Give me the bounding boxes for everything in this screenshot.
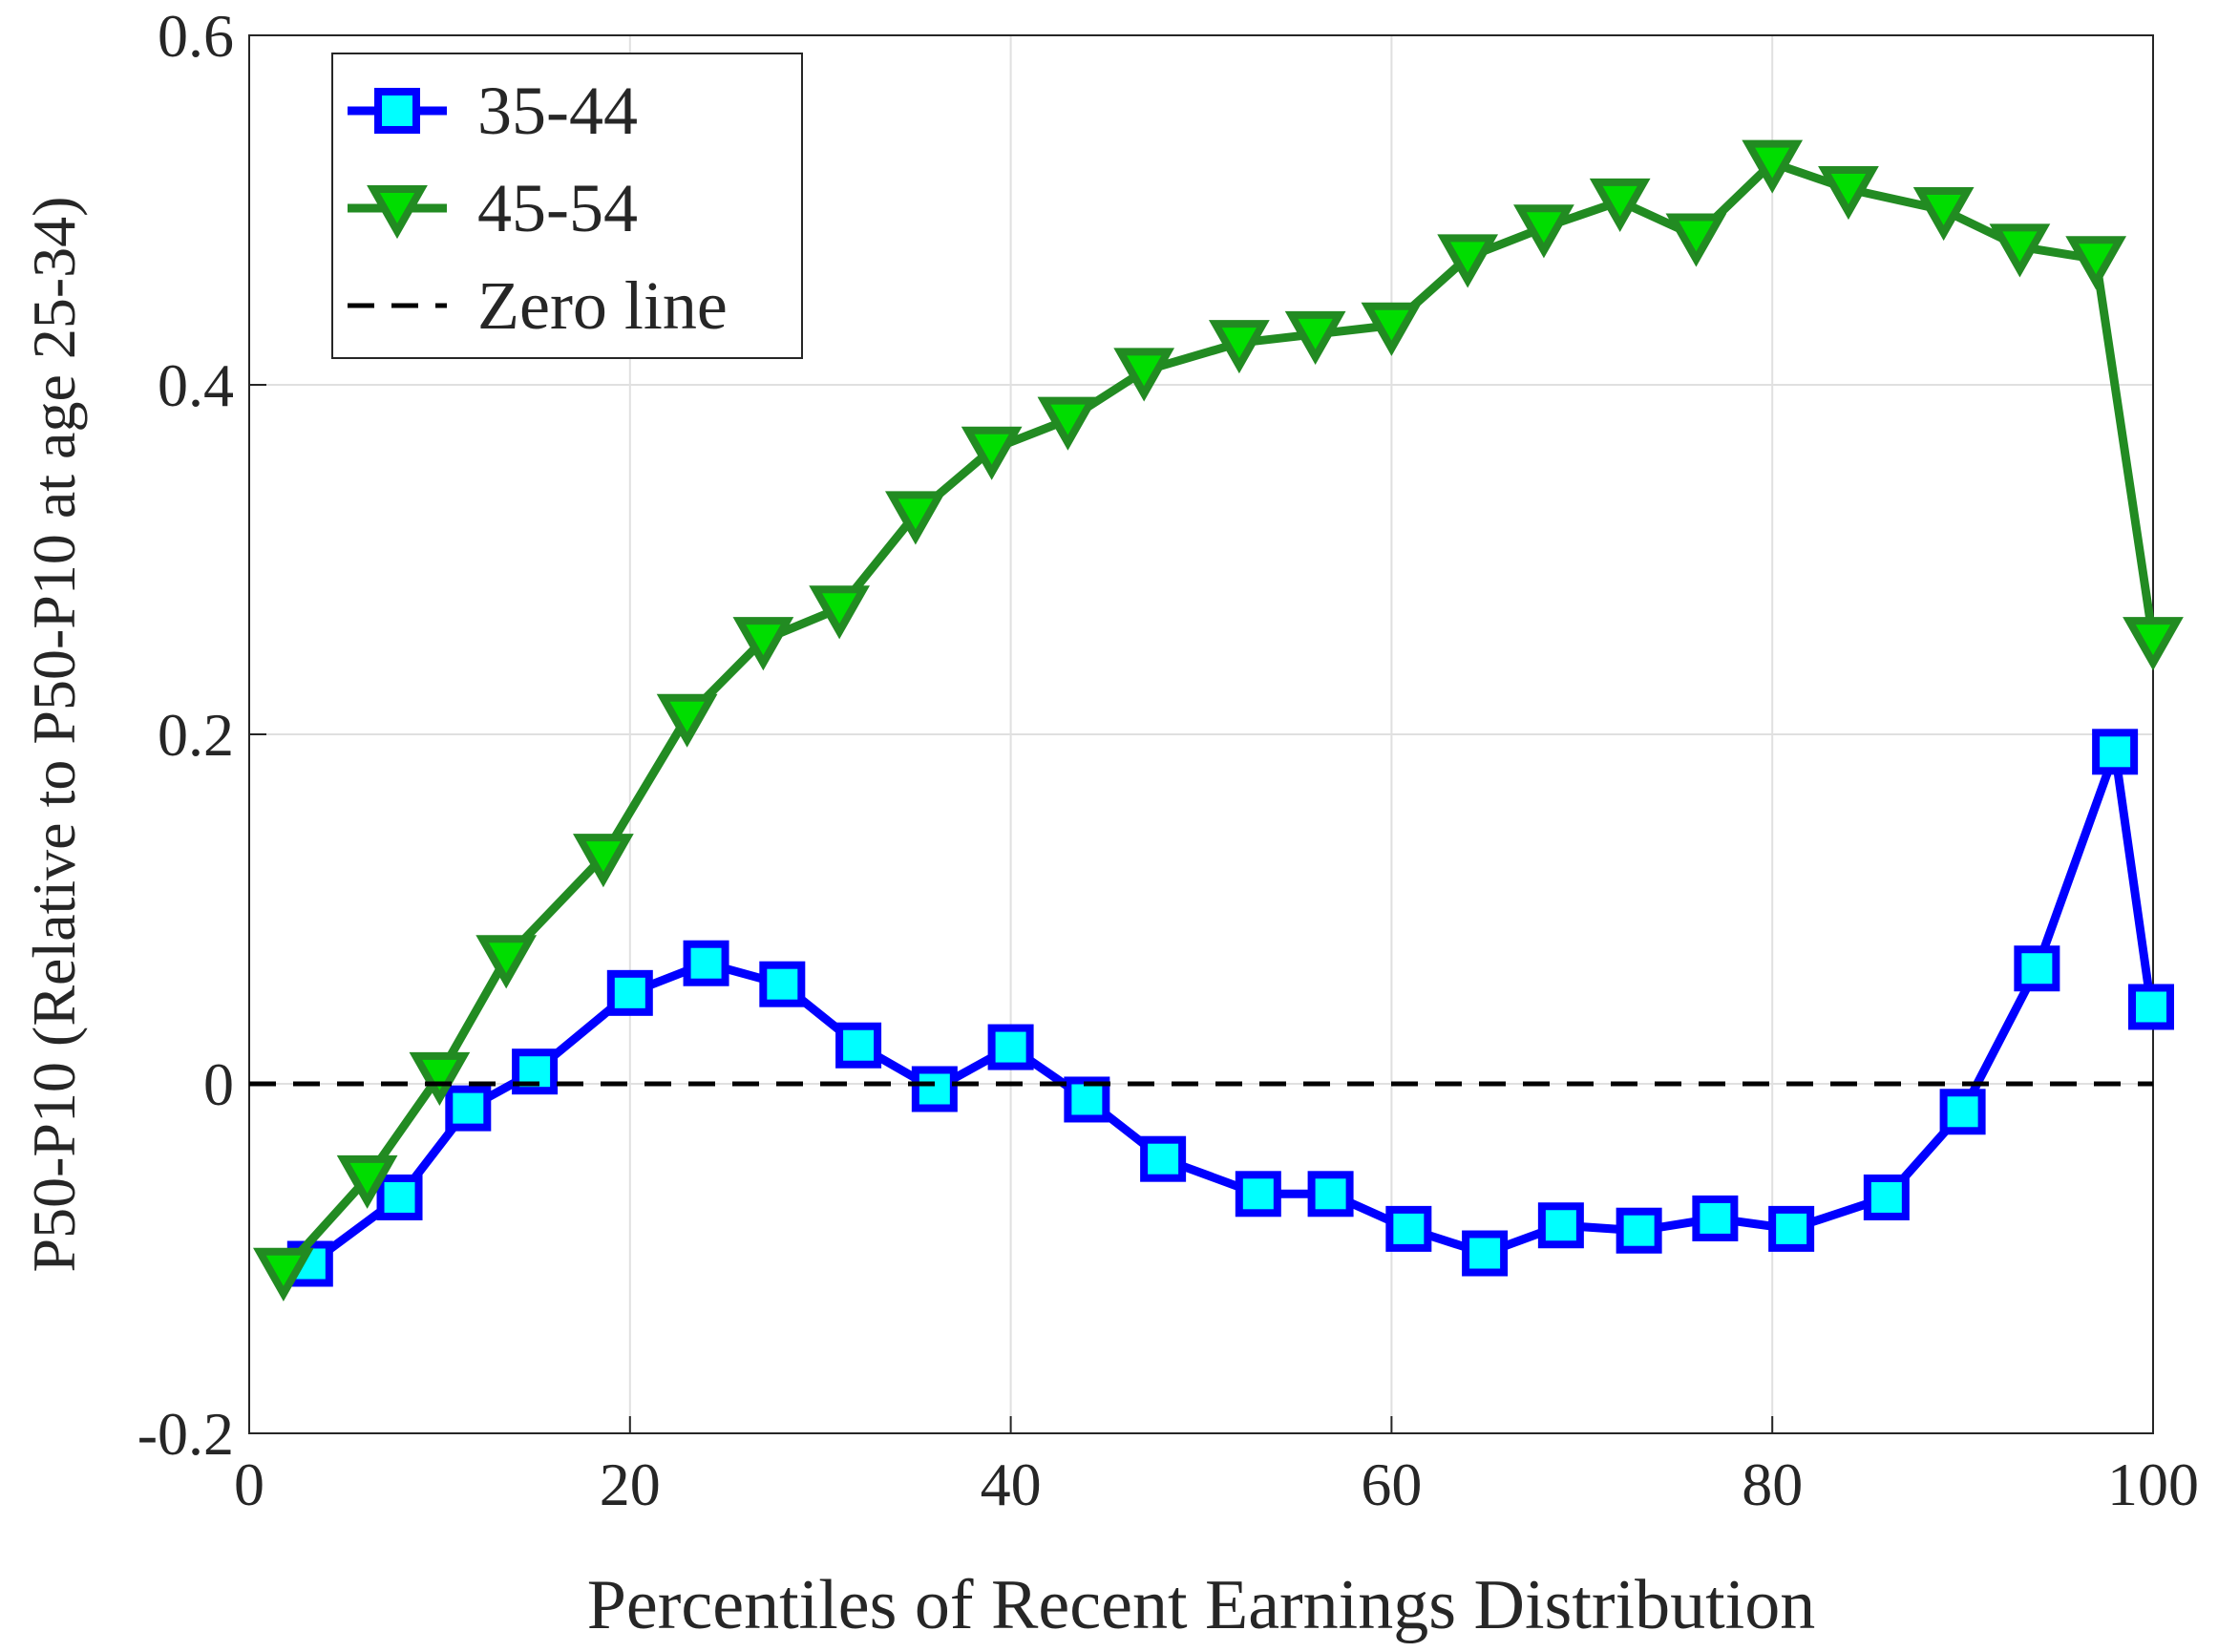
marker [376,1174,423,1220]
x-tick-label: 100 [2107,1451,2199,1518]
legend-marker [374,88,420,134]
y-tick-label: 0.2 [158,701,234,769]
marker [1863,1174,1910,1220]
marker [1307,1171,1354,1218]
marker [2014,945,2060,992]
legend-label: 35-44 [477,73,638,149]
marker [253,1247,314,1302]
y-tick-label: 0.6 [158,2,234,70]
marker [1209,320,1270,374]
marker [759,961,806,1007]
marker [606,969,653,1016]
marker [1235,1171,1281,1218]
marker [1742,139,1804,194]
marker [475,935,538,989]
legend-marker [367,185,428,240]
marker [1064,1076,1110,1123]
marker [445,1085,492,1132]
marker [683,940,729,986]
marker [1692,1195,1739,1241]
marker [1989,223,2051,278]
marker [2092,729,2139,775]
marker [1140,1135,1187,1182]
marker [656,693,718,748]
marker [835,1022,882,1069]
x-tick-label: 60 [1361,1451,1422,1518]
x-axis-label: Percentiles of Recent Earnings Distribut… [587,1566,1815,1644]
marker [1589,178,1651,232]
marker [1361,302,1423,356]
marker [1768,1205,1815,1252]
marker [2065,236,2127,290]
marker [1912,187,1975,242]
marker [1113,348,1175,402]
marker [2128,984,2175,1030]
marker [573,834,634,888]
marker [885,491,946,545]
y-axis-label: P50-P10 (Relative to P50-P10 at age 25-3… [20,197,88,1273]
legend-label: 45-54 [477,170,638,246]
marker [1818,166,1879,221]
marker [1437,234,1499,288]
marker [1284,310,1346,366]
marker [911,1066,958,1112]
x-tick-label: 20 [600,1451,661,1518]
axes-box [248,34,2154,1434]
marker [1385,1205,1432,1252]
marker [961,426,1023,480]
marker [2123,617,2184,671]
marker [987,1024,1034,1070]
marker [409,1051,471,1106]
marker [1665,213,1727,267]
marker [1462,1230,1509,1277]
legend-label: Zero line [477,267,728,344]
marker [1939,1089,1986,1135]
y-tick-label: -0.2 [137,1400,234,1468]
marker [1037,396,1099,451]
x-tick-label: 0 [234,1451,264,1518]
x-tick-label: 80 [1742,1451,1803,1518]
marker [336,1154,398,1209]
y-tick-label: 0.4 [158,351,234,419]
x-tick-label: 40 [981,1451,1042,1518]
y-tick-label: 0 [203,1050,234,1118]
marker [732,617,794,671]
marker [1537,1202,1584,1249]
marker [1616,1207,1662,1254]
marker [1513,204,1574,259]
marker [809,585,871,640]
